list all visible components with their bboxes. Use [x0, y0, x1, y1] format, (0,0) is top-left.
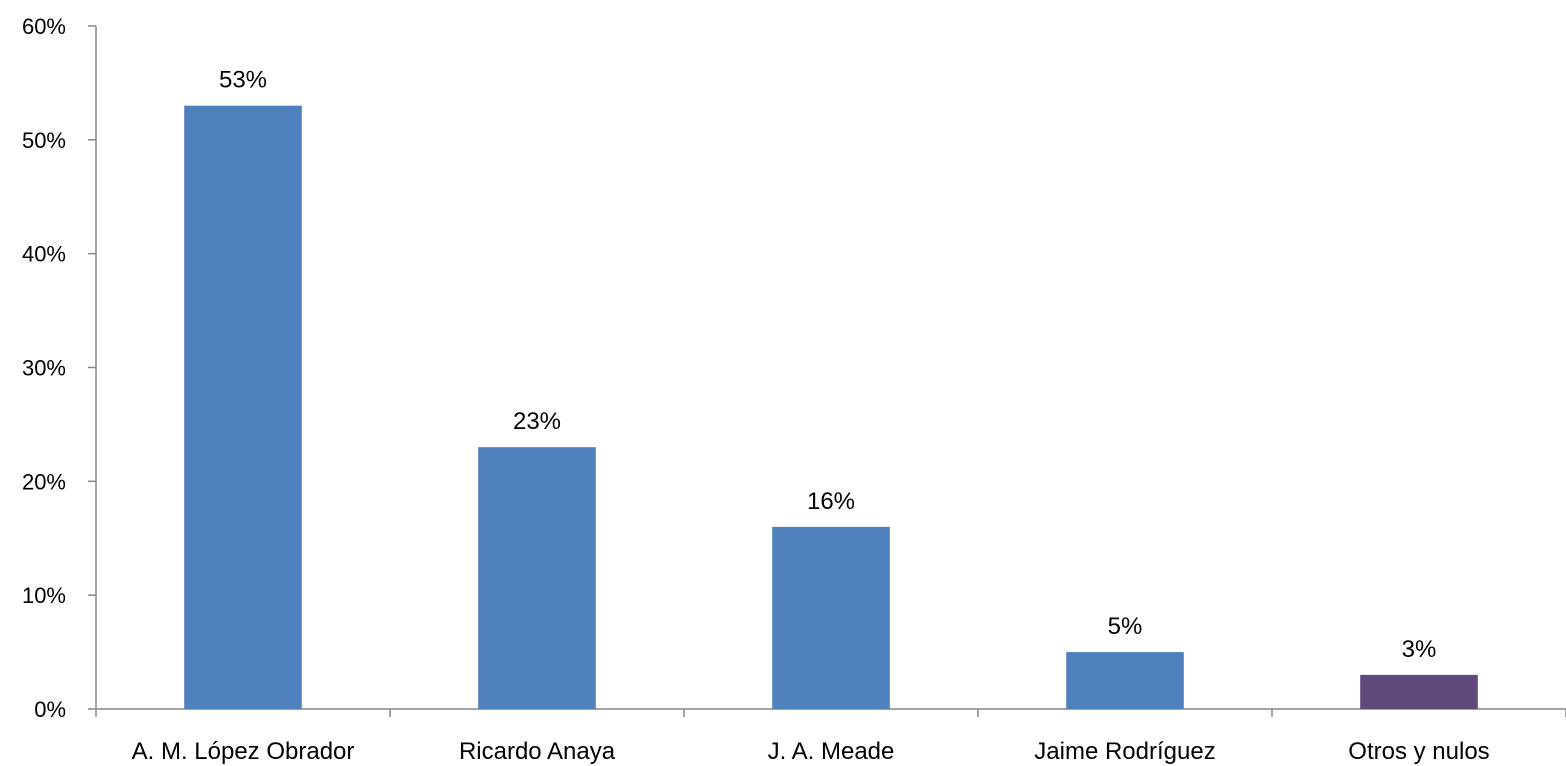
x-tick-label: Ricardo Anaya — [459, 738, 616, 765]
y-tick-label: 40% — [22, 242, 66, 267]
y-tick-label: 30% — [22, 356, 66, 381]
y-axis: 0% 10% 20% 30% 40% 50% 60% — [22, 14, 97, 722]
x-axis: A. M. López Obrador Ricardo Anaya J. A. Me… — [95, 708, 1566, 765]
y-tick-label: 0% — [34, 697, 66, 722]
bar — [184, 105, 302, 709]
data-label: 23% — [513, 408, 561, 435]
data-label: 3% — [1402, 636, 1437, 663]
x-tick-label: J. A. Meade — [768, 738, 895, 765]
bar — [1066, 652, 1184, 709]
bars — [184, 105, 1478, 709]
x-tick-label: Jaime Rodríguez — [1034, 738, 1215, 765]
x-tick-label: A. M. López Obrador — [132, 738, 355, 765]
x-tick-label: Otros y nulos — [1348, 738, 1489, 765]
bar — [478, 447, 596, 709]
data-label: 16% — [807, 488, 855, 515]
bar — [772, 526, 890, 709]
bar — [1360, 674, 1478, 709]
y-tick-label: 20% — [22, 469, 66, 494]
y-tick-label: 10% — [22, 583, 66, 608]
data-labels: 53% 23% 16% 5% 3% — [219, 67, 1436, 663]
data-label: 5% — [1108, 613, 1143, 640]
y-tick-label: 60% — [22, 14, 66, 39]
y-tick-label: 50% — [22, 128, 66, 153]
data-label: 53% — [219, 67, 267, 94]
